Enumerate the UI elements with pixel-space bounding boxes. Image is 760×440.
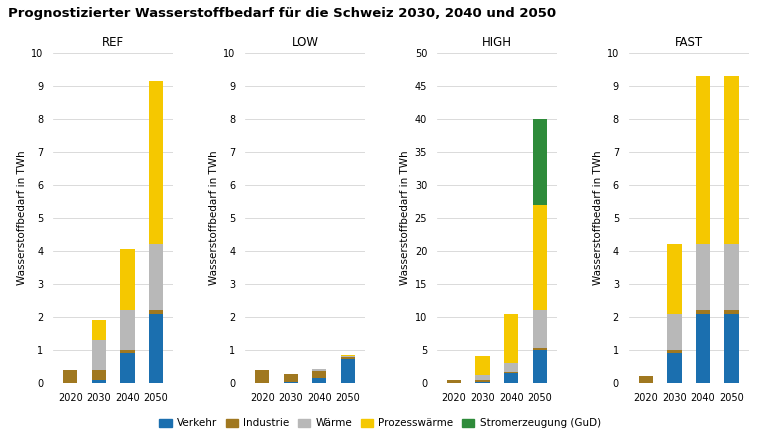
Bar — [476, 380, 489, 382]
Bar — [696, 244, 710, 310]
Bar — [92, 370, 106, 379]
Bar — [92, 320, 106, 340]
Bar — [283, 382, 298, 383]
Bar — [724, 76, 739, 244]
Bar — [724, 313, 739, 383]
Bar — [149, 313, 163, 383]
Y-axis label: Wasserstoffbedarf in TWh: Wasserstoffbedarf in TWh — [209, 150, 219, 285]
Legend: Verkehr, Industrie, Wärme, Prozesswärme, Stromerzeugung (GuD): Verkehr, Industrie, Wärme, Prozesswärme,… — [155, 414, 605, 433]
Bar — [63, 370, 78, 383]
Bar — [120, 353, 135, 383]
Bar — [667, 313, 682, 350]
Bar — [476, 382, 489, 383]
Bar — [504, 313, 518, 363]
Bar — [504, 373, 518, 383]
Bar — [696, 313, 710, 383]
Bar — [92, 379, 106, 383]
Title: HIGH: HIGH — [482, 36, 511, 49]
Bar — [340, 357, 355, 359]
Bar — [667, 244, 682, 313]
Bar — [476, 375, 489, 380]
Bar — [638, 376, 653, 383]
Bar — [504, 371, 518, 373]
Y-axis label: Wasserstoffbedarf in TWh: Wasserstoffbedarf in TWh — [401, 150, 410, 285]
Bar — [120, 350, 135, 353]
Bar — [667, 353, 682, 383]
Bar — [533, 119, 546, 205]
Bar — [120, 249, 135, 310]
Title: REF: REF — [102, 36, 124, 49]
Bar — [533, 310, 546, 348]
Bar — [92, 340, 106, 370]
Bar — [533, 205, 546, 310]
Bar — [667, 350, 682, 353]
Text: Prognostizierter Wasserstoffbedarf für die Schweiz 2030, 2040 und 2050: Prognostizierter Wasserstoffbedarf für d… — [8, 7, 556, 20]
Bar — [724, 244, 739, 310]
Y-axis label: Wasserstoffbedarf in TWh: Wasserstoffbedarf in TWh — [17, 150, 27, 285]
Bar — [149, 81, 163, 244]
Bar — [312, 378, 326, 383]
Title: FAST: FAST — [675, 36, 703, 49]
Bar — [340, 359, 355, 383]
Bar — [447, 380, 461, 383]
Y-axis label: Wasserstoffbedarf in TWh: Wasserstoffbedarf in TWh — [593, 150, 603, 285]
Bar — [312, 370, 326, 378]
Bar — [149, 310, 163, 313]
Bar — [149, 244, 163, 310]
Bar — [255, 370, 269, 383]
Bar — [696, 310, 710, 313]
Bar — [504, 363, 518, 371]
Bar — [340, 356, 355, 357]
Bar — [533, 350, 546, 383]
Bar — [696, 76, 710, 244]
Bar — [283, 374, 298, 382]
Bar — [724, 310, 739, 313]
Title: LOW: LOW — [292, 36, 318, 49]
Bar — [533, 348, 546, 350]
Bar — [120, 310, 135, 350]
Bar — [340, 355, 355, 356]
Bar — [476, 356, 489, 375]
Bar — [312, 369, 326, 370]
